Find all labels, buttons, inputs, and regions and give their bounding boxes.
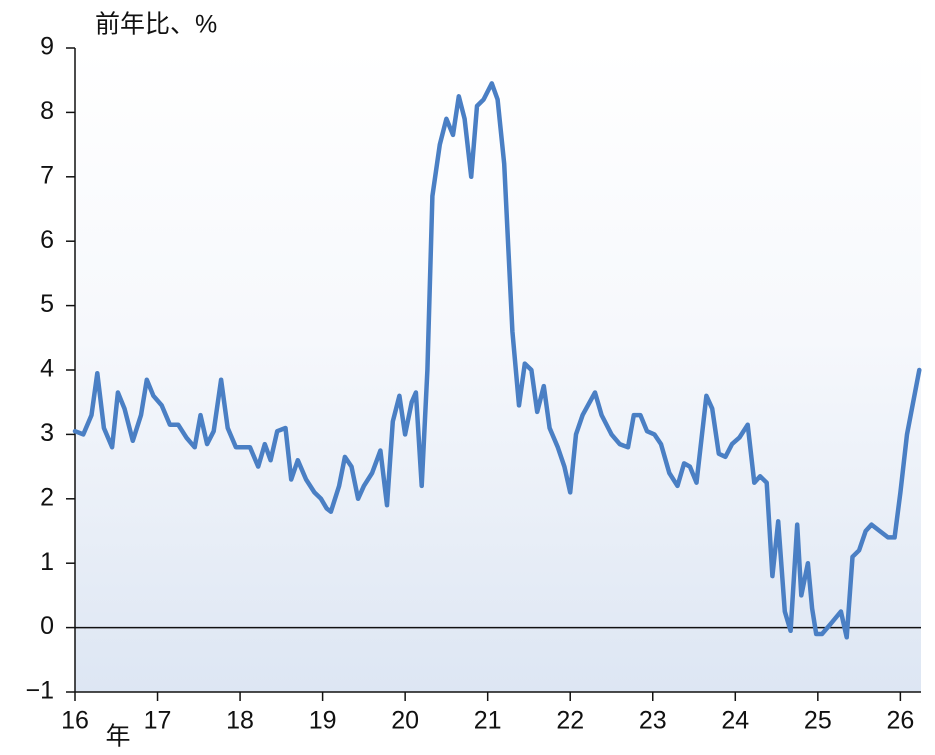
y-tick-label: 8 <box>40 97 54 125</box>
y-tick-label: 2 <box>40 483 54 511</box>
y-tick-label: 0 <box>40 612 54 640</box>
x-tick-label: 23 <box>639 707 667 735</box>
x-tick-label: 16 <box>61 707 89 735</box>
y-tick-label: 9 <box>40 33 54 61</box>
x-unit-label: 年 <box>105 723 130 751</box>
x-tick-label: 24 <box>721 707 749 735</box>
plot-background <box>75 48 921 692</box>
y-axis-label: 前年比、% <box>95 11 217 39</box>
x-tick-label: 26 <box>886 707 914 735</box>
x-tick-label: 22 <box>556 707 584 735</box>
x-tick-label: 21 <box>474 707 502 735</box>
x-tick-label: 18 <box>226 707 254 735</box>
y-tick-label: 7 <box>40 161 54 189</box>
y-tick-label: 3 <box>40 419 54 447</box>
y-tick-label: 4 <box>40 355 54 383</box>
y-tick-label: 5 <box>40 290 54 318</box>
x-tick-label: 20 <box>391 707 419 735</box>
x-tick-label: 25 <box>804 707 832 735</box>
x-tick-label: 17 <box>144 707 172 735</box>
y-tick-label: 6 <box>40 226 54 254</box>
data-line <box>72 81 922 640</box>
x-tick-label: 19 <box>309 707 337 735</box>
y-tick-label: −1 <box>25 677 54 705</box>
y-tick-label: 1 <box>40 548 54 576</box>
